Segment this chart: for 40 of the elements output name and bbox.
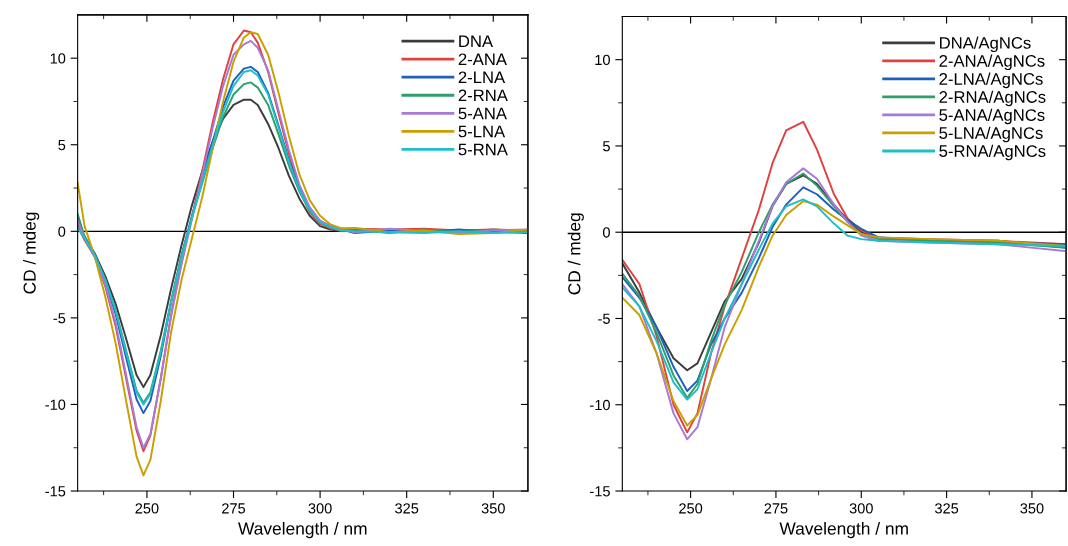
y-tick-label: -15 (45, 486, 66, 497)
x-tick-label: 250 (135, 503, 159, 514)
x-tick-label: 325 (935, 503, 959, 514)
x-tick-label: 275 (764, 503, 788, 514)
x-axis-title: Wavelength / nm (779, 521, 908, 539)
legend-label: 5-ANA/AgNCs (939, 108, 1045, 125)
y-tick-label: 0 (602, 227, 610, 238)
legend-label: 5-LNA/AgNCs (939, 126, 1043, 143)
legend-label: 5-RNA/AgNCs (939, 144, 1046, 161)
y-tick-label: -15 (590, 486, 610, 497)
x-tick-label: 300 (849, 503, 873, 514)
x-tick-label: 350 (481, 503, 505, 514)
y-axis-title: CD / mdeg (23, 212, 40, 294)
legend-label: 2-ANA/AgNCs (939, 54, 1045, 71)
y-tick-label: 10 (595, 54, 610, 66)
y-tick-label: 0 (58, 226, 66, 237)
y-tick-label: -5 (598, 313, 610, 324)
legend-label: 2-LNA (458, 71, 506, 84)
x-tick-label: 275 (222, 503, 246, 514)
y-tick-label: 5 (58, 140, 66, 151)
y-tick-label: -5 (53, 313, 66, 324)
y-tick-label: -10 (45, 399, 66, 410)
legend-label: 5-ANA (458, 107, 507, 120)
legend-label: 2-RNA (458, 89, 508, 102)
y-tick-label: 5 (602, 141, 610, 152)
legend-label: DNA/AgNCs (940, 36, 1031, 53)
x-tick-label: 350 (1020, 503, 1044, 514)
legend-label: 2-LNA/AgNCs (939, 72, 1043, 89)
y-tick-label: 10 (50, 53, 66, 64)
legend-label: 5-RNA (458, 143, 508, 156)
y-tick-label: -10 (590, 399, 610, 411)
legend-label: 2-RNA/AgNCs (939, 90, 1046, 107)
x-tick-label: 300 (308, 503, 332, 514)
y-axis-title: CD / mdeg (567, 213, 584, 295)
legend-label: 2-ANA (458, 53, 507, 66)
x-tick-label: 325 (395, 503, 419, 514)
x-tick-label: 250 (679, 503, 703, 514)
legend-label: 5-LNA (458, 125, 506, 138)
legend-label: DNA (459, 35, 494, 47)
x-axis-title: Wavelength / nm (238, 521, 367, 539)
